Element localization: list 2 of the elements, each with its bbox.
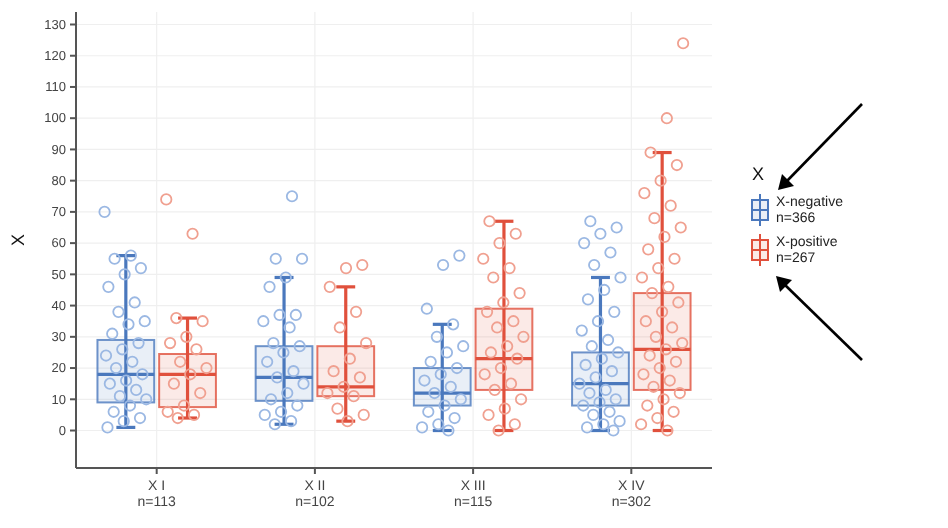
y-axis-title: X (8, 233, 28, 247)
legend-title: X (752, 164, 765, 184)
